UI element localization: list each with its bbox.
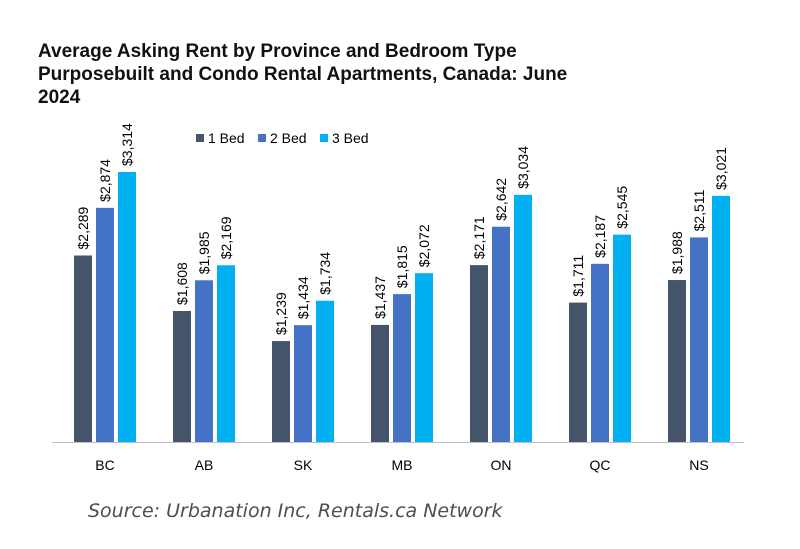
bar-on-1-bed [470, 265, 488, 442]
data-label: $1,711 [570, 255, 586, 297]
bar-mb-3-bed [415, 273, 433, 442]
data-label: $2,072 [416, 224, 432, 267]
data-label: $2,545 [614, 186, 630, 229]
bar-qc-1-bed [569, 302, 587, 442]
bar-ns-2-bed [690, 237, 708, 442]
data-label: $2,874 [97, 159, 113, 202]
legend-label: 1 Bed [208, 130, 245, 146]
legend-swatch-2-bed [258, 134, 266, 142]
data-label: $2,171 [471, 216, 487, 259]
bar-on-2-bed [492, 226, 510, 442]
x-tick-label: AB [195, 457, 214, 473]
bar-bc-3-bed [118, 172, 136, 442]
chart-title: Average Asking Rent by Province and Bedr… [38, 40, 638, 109]
data-label: $1,985 [196, 231, 212, 274]
legend-label: 3 Bed [332, 130, 369, 146]
x-tick-label: BC [95, 457, 114, 473]
x-tick-label: SK [294, 457, 313, 473]
data-label: $3,021 [713, 147, 729, 190]
legend-swatch-3-bed [320, 134, 328, 142]
data-label: $1,434 [295, 276, 311, 319]
data-label: $1,734 [317, 252, 333, 295]
data-label: $2,289 [75, 206, 91, 249]
data-label: $1,437 [372, 276, 388, 319]
bar-bc-2-bed [96, 207, 114, 442]
bar-sk-2-bed [294, 325, 312, 442]
x-tick-label: MB [392, 457, 413, 473]
legend-swatch-1-bed [196, 134, 204, 142]
bar-qc-3-bed [613, 234, 631, 442]
data-label: $1,815 [394, 245, 410, 288]
data-label: $1,608 [174, 262, 190, 305]
data-label: $2,642 [493, 178, 509, 221]
data-label: $3,034 [515, 146, 531, 189]
bar-mb-2-bed [393, 294, 411, 442]
chart-title-line-2: Purposebuilt and Condo Rental Apartments… [38, 64, 568, 85]
bar-ns-1-bed [668, 280, 686, 442]
bar-on-3-bed [514, 194, 532, 442]
bar-ns-3-bed [712, 195, 730, 442]
data-label: $1,988 [669, 231, 685, 274]
chart-title-line-1: Average Asking Rent by Province and Bedr… [38, 41, 517, 62]
data-label: $2,187 [592, 215, 608, 258]
bar-bc-1-bed [74, 255, 92, 442]
bar-sk-1-bed [272, 341, 290, 442]
data-label: $1,239 [273, 292, 289, 335]
bar-ab-3-bed [217, 265, 235, 442]
bar-ab-1-bed [173, 310, 191, 442]
chart-title-line-3: 2024 [38, 87, 81, 108]
x-tick-label: ON [491, 457, 512, 473]
data-label: $2,169 [218, 216, 234, 259]
x-tick-label: QC [590, 457, 611, 473]
data-label: $3,314 [119, 123, 135, 166]
bar-mb-1-bed [371, 324, 389, 442]
legend-label: 2 Bed [270, 130, 307, 146]
bar-sk-3-bed [316, 300, 334, 442]
bar-qc-2-bed [591, 263, 609, 442]
bar-ab-2-bed [195, 280, 213, 442]
data-label: $2,511 [691, 189, 707, 231]
source-note: Source: Urbanation Inc, Rentals.ca Netwo… [88, 500, 503, 522]
x-tick-label: NS [689, 457, 708, 473]
